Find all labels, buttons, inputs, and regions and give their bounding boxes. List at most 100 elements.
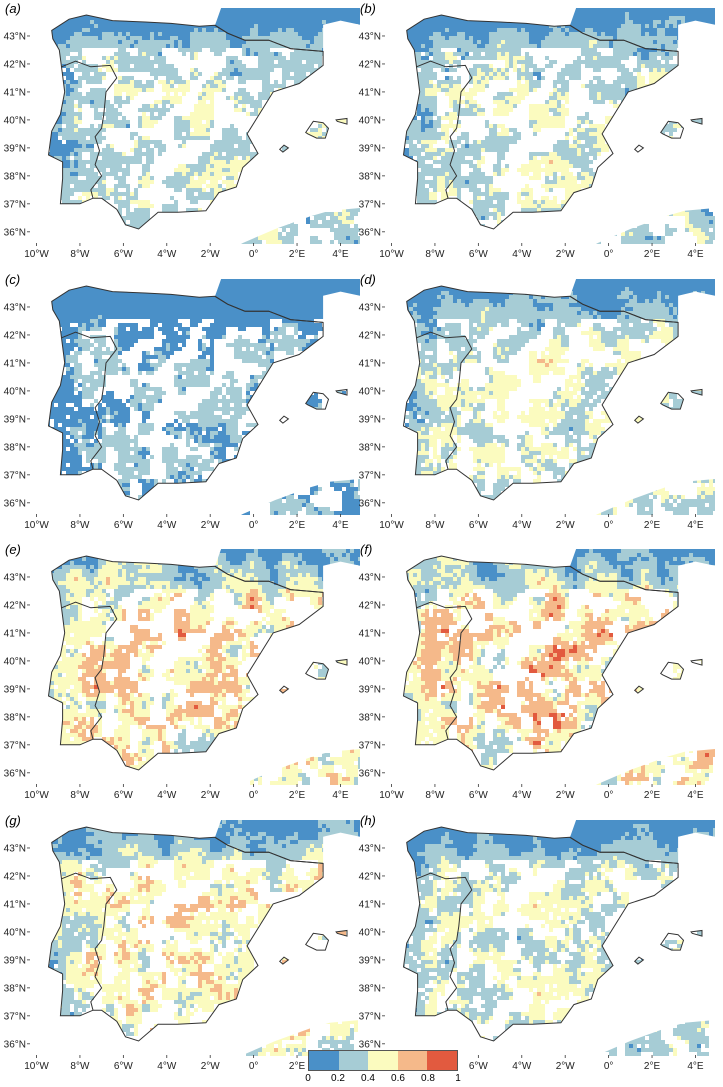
lon-tick-label: 2°W <box>201 249 221 260</box>
lon-tick-label: 2°E <box>289 520 306 531</box>
lon-tick-label: 6°W <box>469 249 489 260</box>
lat-tick-label: 36°N <box>4 768 26 779</box>
lat-tick-label: 36°N <box>359 1039 381 1050</box>
colorbar-swatch-5 <box>427 1051 457 1070</box>
lon-tick-label: 6°W <box>469 1061 489 1072</box>
lat-tick-label: 42°N <box>359 330 381 341</box>
lat-tick-label: 37°N <box>4 740 26 751</box>
lon-tick-label: 4°E <box>332 520 349 531</box>
lat-tick-label: 37°N <box>359 1011 381 1022</box>
lat-tick-label: 36°N <box>4 1039 26 1050</box>
lat-tick-label: 36°N <box>359 498 381 509</box>
lon-tick-label: 2°E <box>644 1061 661 1072</box>
lon-tick-label: 4°W <box>157 1061 177 1072</box>
lat-tick-label: 42°N <box>4 330 26 341</box>
lon-tick-label: 8°W <box>70 1061 90 1072</box>
axis-ticks: 10°W 8°W 6°W 4°W 2°W 0° 2°E 4°E 43°N 42°N 41°N 40°N… <box>4 31 349 260</box>
lon-tick-label: 0° <box>249 1061 259 1072</box>
panel-label: (d) <box>360 272 376 287</box>
lat-tick-label: 40°N <box>4 386 26 397</box>
lon-tick-label: 4°E <box>687 520 704 531</box>
axis-ticks: 10°W 8°W 6°W 4°W 2°W 0° 2°E 4°E 43°N 42°N 41°N 40°N… <box>4 302 349 531</box>
axis-ticks: 10°W 8°W 6°W 4°W 2°W 0° 2°E 4°E 43°N 42°N 41°N 40°N… <box>359 572 704 801</box>
lon-tick-label: 4°W <box>512 249 532 260</box>
lon-tick-label: 2°W <box>556 790 576 801</box>
lon-tick-label: 2°W <box>201 1061 221 1072</box>
lon-tick-label: 0° <box>604 1061 614 1072</box>
lon-tick-label: 4°W <box>157 520 177 531</box>
lat-tick-label: 37°N <box>359 199 381 210</box>
lat-tick-label: 38°N <box>359 442 381 453</box>
lon-tick-label: 4°E <box>687 790 704 801</box>
lon-tick-label: 2°E <box>644 249 661 260</box>
lon-tick-label: 4°E <box>332 790 349 801</box>
country-outlines <box>402 555 703 771</box>
lat-tick-label: 39°N <box>4 414 26 425</box>
lat-tick-label: 41°N <box>4 358 26 369</box>
country-outlines <box>47 826 348 1042</box>
lat-tick-label: 43°N <box>359 843 381 854</box>
lat-tick-label: 42°N <box>359 871 381 882</box>
lat-tick-label: 39°N <box>4 684 26 695</box>
country-outlines <box>402 826 703 1042</box>
map-canvas: 10°W8°W6°W4°W2°W0°2°E4°E43°N42°N41°N40°N… <box>4 820 360 1072</box>
lat-tick-label: 41°N <box>359 87 381 98</box>
lat-tick-label: 39°N <box>359 414 381 425</box>
lon-tick-label: 2°E <box>289 790 306 801</box>
lat-tick-label: 36°N <box>359 768 381 779</box>
lon-tick-label: 8°W <box>70 249 90 260</box>
lon-tick-label: 0° <box>604 249 614 260</box>
colorbar-swatch-4 <box>397 1051 428 1070</box>
lon-tick-label: 2°W <box>201 790 221 801</box>
lon-tick-label: 10°W <box>24 1061 49 1072</box>
lat-tick-label: 42°N <box>4 59 26 70</box>
lon-tick-label: 2°E <box>644 520 661 531</box>
lat-tick-label: 37°N <box>4 199 26 210</box>
lon-tick-label: 0° <box>249 790 259 801</box>
lat-tick-label: 39°N <box>4 143 26 154</box>
lat-tick-label: 40°N <box>359 927 381 938</box>
lon-tick-label: 10°W <box>379 520 404 531</box>
lat-tick-label: 37°N <box>359 470 381 481</box>
axis-ticks: 10°W 8°W 6°W 4°W 2°W 0° 2°E 4°E 43°N 42°N 41°N 40°N… <box>4 572 349 801</box>
lon-tick-label: 10°W <box>24 790 49 801</box>
lon-tick-label: 6°W <box>114 249 134 260</box>
lon-tick-label: 4°W <box>512 790 532 801</box>
panel-label: (h) <box>360 813 376 828</box>
lat-tick-label: 41°N <box>4 899 26 910</box>
panel-label: (c) <box>5 272 20 287</box>
lat-tick-label: 42°N <box>4 600 26 611</box>
lat-tick-label: 42°N <box>359 59 381 70</box>
lon-tick-label: 2°W <box>556 520 576 531</box>
panel-label: (g) <box>5 813 21 828</box>
country-outlines <box>47 285 348 501</box>
lon-tick-label: 2°W <box>556 249 576 260</box>
lat-tick-label: 40°N <box>4 115 26 126</box>
lon-tick-label: 6°W <box>114 1061 134 1072</box>
colorbar-tick-2: 0.4 <box>361 1073 375 1084</box>
map-panel: 10°W 8°W 6°W 4°W 2°W 0° 2°E 4°E 43°N 42°N 41°N 40°N… <box>355 541 715 804</box>
lon-tick-label: 2°W <box>201 520 221 531</box>
lat-tick-label: 43°N <box>359 31 381 42</box>
lat-tick-label: 41°N <box>359 358 381 369</box>
colorbar-swatch-3 <box>368 1051 398 1070</box>
colorbar-swatch-1 <box>309 1051 339 1070</box>
lon-tick-label: 8°W <box>425 249 445 260</box>
lon-tick-label: 0° <box>604 790 614 801</box>
lat-tick-label: 36°N <box>4 498 26 509</box>
raster-field <box>48 8 360 244</box>
lat-tick-label: 36°N <box>359 227 381 238</box>
lon-tick-label: 2°W <box>556 1061 576 1072</box>
lat-tick-label: 38°N <box>359 712 381 723</box>
lat-tick-label: 41°N <box>4 87 26 98</box>
lat-tick-label: 40°N <box>359 386 381 397</box>
lon-tick-label: 10°W <box>379 249 404 260</box>
colorbar-swatch-2 <box>338 1051 369 1070</box>
axis-ticks: 10°W 8°W 6°W 4°W 2°W 0° 2°E 4°E 43°N 42°N 41°N 40°N… <box>359 31 704 260</box>
lon-tick-label: 4°W <box>157 790 177 801</box>
colorbar-swatches <box>308 1050 458 1071</box>
lon-tick-label: 2°E <box>289 249 306 260</box>
